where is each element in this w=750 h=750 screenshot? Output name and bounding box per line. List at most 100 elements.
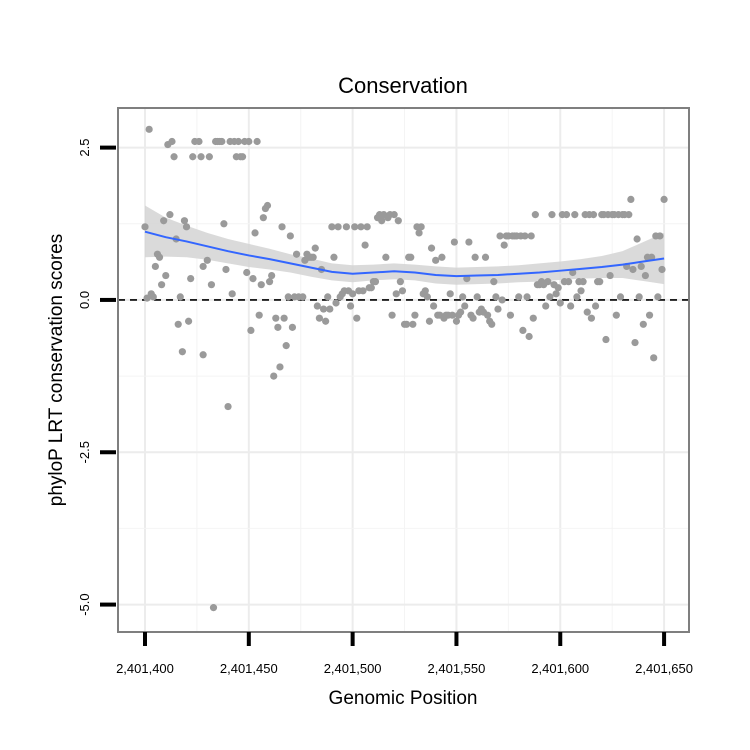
data-point [654,293,662,301]
data-point [612,311,620,319]
data-point [627,195,635,203]
data-point [176,293,184,301]
data-point [390,211,398,219]
data-point [357,223,365,231]
data-point [326,305,334,313]
data-point [492,293,500,301]
data-point [546,293,554,301]
data-point [407,253,415,261]
data-point [531,211,539,219]
data-point [288,323,297,331]
data-point [249,275,257,283]
data-point [207,281,216,289]
data-point [417,223,425,231]
data-point [554,284,562,292]
y-tick-label: -5.0 [77,593,92,615]
data-point [234,137,243,146]
data-point [238,153,247,161]
data-point [228,290,236,298]
data-point [272,314,280,322]
data-point [411,311,419,319]
data-point [635,293,643,301]
data-point [330,253,338,261]
data-point [573,293,581,301]
data-point [483,311,492,319]
data-point [450,238,458,246]
data-point [247,326,255,334]
data-point [465,238,473,246]
data-point [650,354,658,362]
data-point [182,223,191,231]
data-point [423,293,431,301]
data-point [498,296,506,304]
data-point [195,137,203,146]
data-point [525,332,533,341]
data-point [523,293,531,301]
data-point [292,250,301,258]
data-point [205,153,213,161]
y-tick-label: 2.5 [77,139,92,157]
data-point [577,287,585,295]
data-point [430,302,438,310]
data-point [409,320,417,328]
data-point [571,211,579,219]
data-point [319,305,328,313]
data-point [265,278,274,286]
y-tick-label: -2.5 [77,441,92,463]
data-point [398,287,407,295]
data-point [641,271,649,280]
data-point [471,253,479,261]
x-tick-label: 2,401,500 [324,661,382,676]
data-point [299,293,307,301]
data-point [199,351,207,359]
data-point [645,311,654,319]
data-point [184,317,193,325]
data-point [606,271,614,280]
smooth-fit-line [144,230,665,278]
data-point [542,302,550,310]
data-point [564,278,573,286]
data-point [363,223,371,231]
data-point [562,211,571,219]
data-point [496,232,504,240]
data-point [145,125,153,133]
data-point [170,153,178,161]
data-point [322,317,330,325]
x-tick-label: 2,401,550 [428,661,486,676]
data-point [633,235,641,243]
x-axis-title: Genomic Position [329,688,478,709]
data-point [529,314,537,322]
data-point [361,241,369,249]
data-point [519,326,527,334]
data-point [245,137,253,146]
data-point [544,278,552,286]
data-point [286,232,294,240]
data-point [166,211,174,219]
x-tick-label: 2,401,400 [116,661,174,676]
data-point [367,284,375,292]
data-point [268,271,276,280]
data-point [656,232,664,240]
data-point [180,217,189,225]
data-point [521,232,529,240]
data-point [616,293,625,301]
data-point [162,271,170,280]
data-point [438,253,446,261]
data-point [313,302,321,310]
x-axis: 2,401,400 2,401,450 2,401,500 2,401,550 2,40… [116,632,693,676]
data-point [589,211,598,219]
data-point [284,293,292,301]
data-point [168,137,176,146]
data-point [197,153,205,161]
data-point [282,342,290,350]
data-point [421,287,429,295]
data-point [253,137,261,146]
data-point [461,302,469,310]
data-point [342,223,350,231]
data-point [259,214,267,222]
confidence-band [144,205,665,285]
data-point [209,604,218,612]
data-points [141,125,668,612]
data-point [351,223,359,231]
